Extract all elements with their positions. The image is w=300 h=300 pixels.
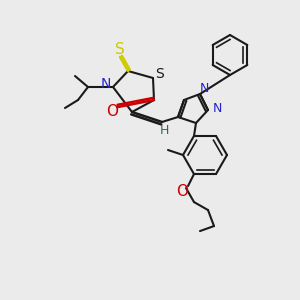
Text: S: S (156, 67, 164, 81)
Text: N: N (101, 77, 111, 91)
Text: O: O (176, 184, 188, 199)
Text: S: S (115, 43, 125, 58)
Text: N: N (212, 101, 222, 115)
Text: O: O (106, 104, 118, 119)
Text: H: H (159, 124, 169, 137)
Text: N: N (199, 82, 209, 94)
